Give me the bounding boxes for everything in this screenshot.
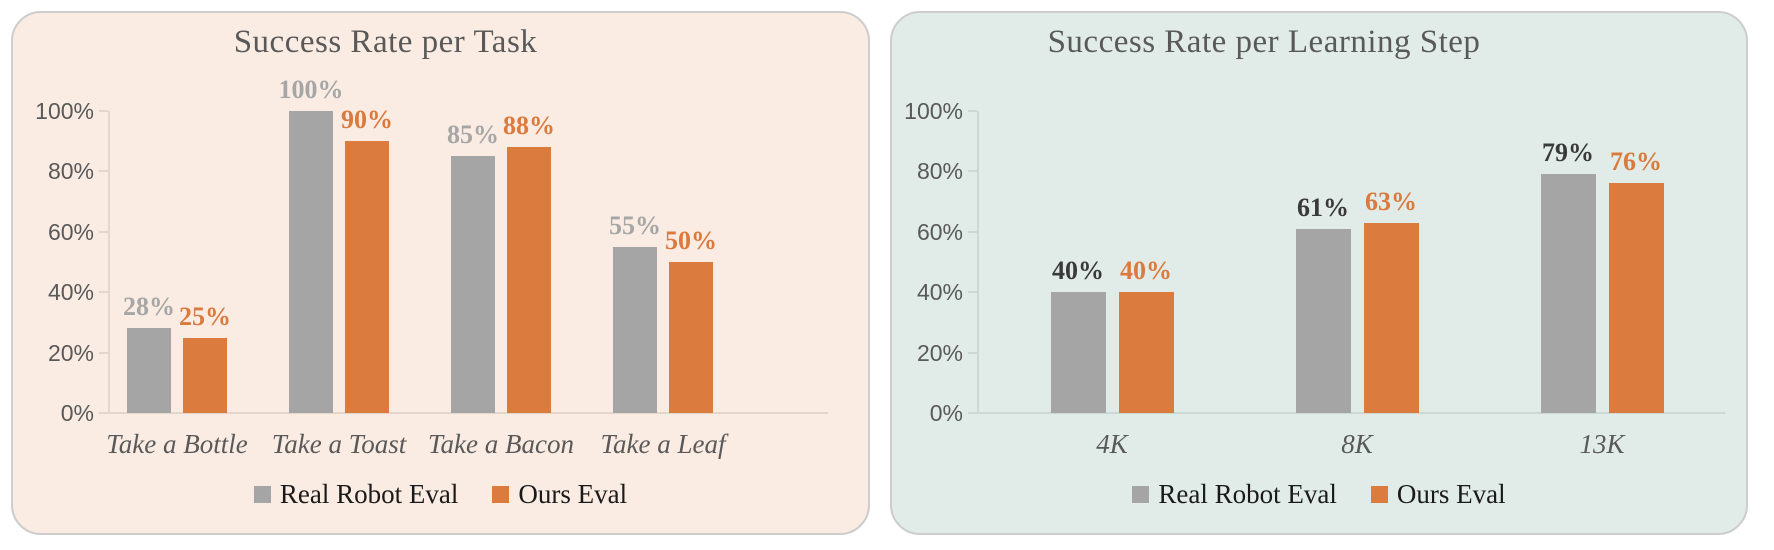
legend-item-real-robot-eval: Real Robot Eval	[253, 479, 459, 509]
bar-ours	[1363, 222, 1419, 413]
y-axis-line	[108, 111, 110, 413]
chart-card-task: Success Rate per Task 100% 80% 60% 40% 20% 0%…	[11, 11, 870, 535]
legend-item-ours-eval: Ours Eval	[492, 479, 627, 509]
y-axis-tick	[99, 291, 108, 294]
legend-label: Ours Eval	[518, 479, 628, 509]
plot-area-learning-step: 100% 80% 60% 40% 20% 0% 40% 40% 4K 61% 63% 8K 79% 76%…	[892, 13, 1746, 533]
y-axis-tick-label: 0%	[929, 400, 963, 426]
legend-item-real-robot-eval: Real Robot Eval	[1132, 479, 1337, 509]
chart-title-learning-step: Success Rate per Learning Step	[1047, 24, 1481, 60]
bar-ours	[507, 147, 551, 413]
y-axis-tick	[99, 412, 108, 414]
x-axis-line	[977, 412, 1725, 414]
bar-value-label: 25%	[179, 301, 231, 331]
y-axis-tick	[99, 170, 108, 173]
legend-swatch-icon	[492, 485, 510, 503]
y-axis-tick-label: 40%	[47, 279, 94, 306]
y-axis-tick	[968, 412, 977, 414]
bar-value-label: 28%	[123, 292, 175, 322]
bar-value-label: 40%	[1052, 256, 1104, 286]
y-axis-tick-label: 60%	[47, 218, 94, 245]
bar-value-label: 88%	[503, 111, 555, 141]
bar-real-robot	[451, 156, 495, 413]
y-axis-tick-label: 20%	[916, 339, 963, 366]
bar-real-robot	[1050, 292, 1106, 413]
y-axis-tick-label: 0%	[60, 400, 94, 426]
x-axis-category-label: Take a Toast	[271, 429, 407, 459]
legend-label: Real Robot Eval	[279, 479, 459, 509]
bar-real-robot	[1295, 228, 1351, 413]
y-axis-tick	[968, 170, 977, 173]
y-axis-tick-label: 100%	[904, 98, 963, 124]
bar-value-label: 85%	[447, 120, 499, 150]
y-axis-line	[977, 111, 979, 413]
legend-task: Real Robot Eval Ours Eval	[13, 477, 868, 511]
x-axis-category-label: Take a Bottle	[106, 429, 248, 459]
x-axis-category-label: 8K	[1341, 429, 1373, 459]
legend-item-ours-eval: Ours Eval	[1370, 479, 1506, 509]
bar-value-label: 76%	[1610, 147, 1662, 177]
legend-swatch-icon	[253, 485, 271, 503]
bar-value-label: 55%	[609, 210, 661, 240]
y-axis-tick-label: 40%	[916, 279, 963, 306]
x-axis-category-label: 13K	[1579, 429, 1625, 459]
y-axis-tick-label: 100%	[35, 98, 94, 124]
bar-value-label: 50%	[665, 226, 717, 255]
legend-label: Ours Eval	[1396, 479, 1506, 509]
bar-value-label: 63%	[1365, 186, 1417, 216]
bar-ours	[183, 337, 227, 413]
bar-value-label: 90%	[341, 105, 393, 135]
y-axis-tick-label: 80%	[916, 158, 963, 185]
legend-swatch-icon	[1132, 485, 1150, 503]
x-axis-line	[108, 412, 828, 414]
bar-ours	[345, 141, 389, 413]
bar-ours	[1608, 183, 1664, 413]
bar-real-robot	[613, 246, 657, 413]
y-axis-tick-label: 20%	[47, 339, 94, 366]
legend-learning-step: Real Robot Eval Ours Eval	[892, 477, 1746, 511]
bar-value-label: 61%	[1297, 192, 1349, 222]
x-axis-category-label: Take a Bacon	[428, 429, 574, 459]
y-axis-tick	[968, 291, 977, 294]
legend-swatch-icon	[1370, 485, 1388, 503]
x-axis-category-label: Take a Leaf	[600, 429, 726, 459]
chart-title-task: Success Rate per Task	[233, 24, 538, 60]
bar-value-label: 79%	[1542, 138, 1594, 168]
bar-real-robot	[1540, 174, 1596, 413]
y-axis-tick-label: 60%	[916, 218, 963, 245]
legend-label: Real Robot Eval	[1158, 479, 1337, 509]
bar-value-label: 40%	[1120, 256, 1172, 286]
y-axis-tick-label: 80%	[47, 158, 94, 185]
chart-card-learning-step: Success Rate per Learning Step 100% 80% 60…	[890, 11, 1748, 535]
bar-real-robot	[289, 111, 333, 413]
y-axis-tick	[99, 110, 108, 112]
x-axis-category-label: 4K	[1096, 429, 1128, 459]
y-axis-tick	[968, 110, 977, 112]
y-axis-tick	[99, 351, 108, 354]
bar-ours	[1118, 292, 1174, 413]
y-axis-tick	[968, 230, 977, 233]
bar-ours	[669, 262, 713, 413]
y-axis-tick	[99, 230, 108, 233]
bar-value-label: 100%	[278, 75, 344, 104]
bar-real-robot	[127, 328, 171, 413]
plot-area-task: 100% 80% 60% 40% 20% 0% 28% 25% Take a Bottle 100…	[13, 13, 868, 533]
y-axis-tick	[968, 351, 977, 354]
